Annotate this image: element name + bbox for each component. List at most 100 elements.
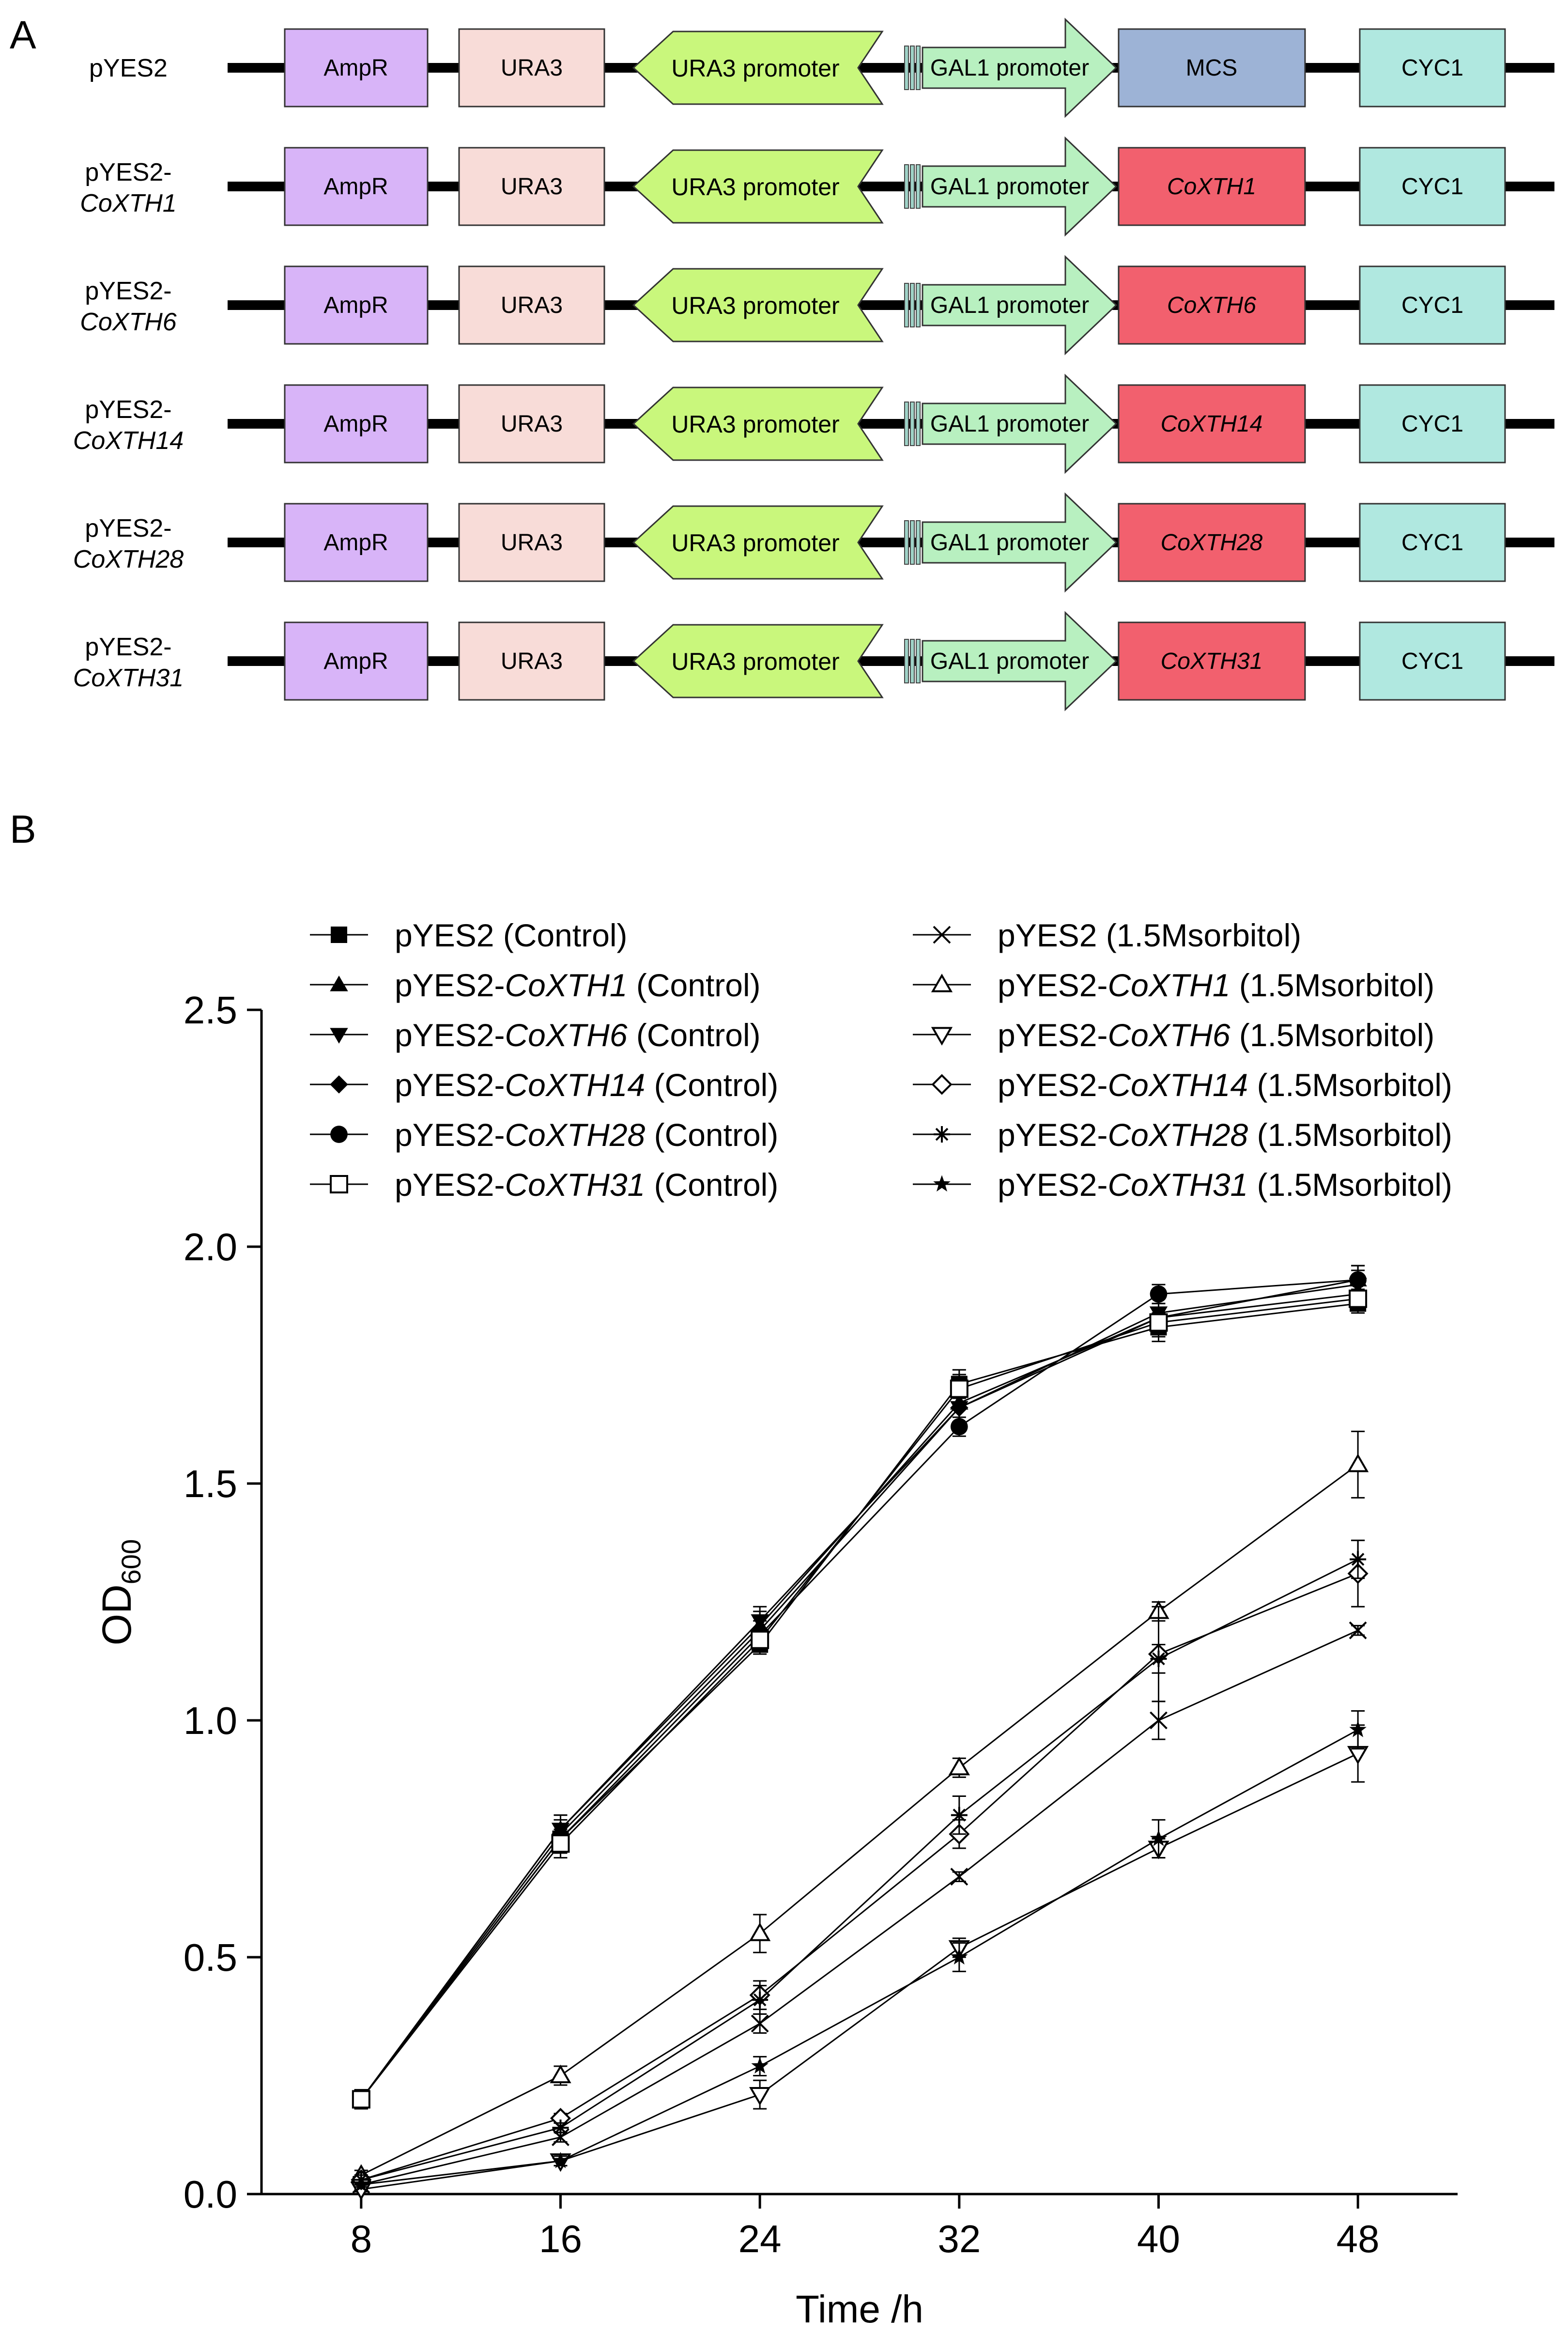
data-point bbox=[934, 1126, 950, 1143]
legend-label: pYES2 (1.5Msorbitol) bbox=[998, 917, 1301, 953]
data-point bbox=[552, 2128, 569, 2147]
terminator-mark bbox=[904, 520, 909, 565]
ampr-box bbox=[284, 28, 429, 108]
data-point bbox=[1349, 1271, 1367, 1289]
ampr-label: AmpR bbox=[323, 649, 388, 674]
ura3-box bbox=[458, 28, 605, 108]
gal1-promoter-arrow bbox=[922, 492, 1118, 593]
ura3-promoter-label: URA3 promoter bbox=[671, 55, 839, 82]
gal1-promoter-label: GAL1 promoter bbox=[930, 55, 1089, 81]
y-tick-label: 1.0 bbox=[184, 1699, 237, 1742]
chart-series bbox=[350, 1265, 1369, 2200]
data-point bbox=[1350, 1551, 1367, 1568]
ampr-label: AmpR bbox=[323, 293, 388, 318]
construct-name: pYES2- bbox=[85, 396, 171, 424]
insert-box bbox=[1118, 621, 1306, 701]
legend-label: pYES2-CoXTH6 (1.5Msorbitol) bbox=[998, 1017, 1434, 1053]
legend-label: pYES2-CoXTH28 (Control) bbox=[395, 1117, 778, 1153]
ura3-box bbox=[458, 147, 605, 226]
gal1-promoter-label: GAL1 promoter bbox=[930, 649, 1089, 674]
terminator-mark bbox=[916, 283, 921, 327]
gal1-promoter-label: GAL1 promoter bbox=[930, 530, 1089, 556]
legend-label: pYES2 (Control) bbox=[395, 917, 628, 953]
data-point bbox=[749, 2087, 771, 2106]
gal1-promoter-arrow bbox=[922, 136, 1118, 237]
gal1-promoter-label: GAL1 promoter bbox=[930, 411, 1089, 437]
insert-box bbox=[1118, 503, 1306, 582]
gal1-promoter-arrow bbox=[922, 255, 1118, 356]
construct-name: pYES2 bbox=[89, 54, 168, 82]
ura3-box bbox=[458, 384, 605, 464]
ampr-box bbox=[284, 147, 429, 226]
terminator-mark bbox=[904, 164, 909, 209]
legend-entry: pYES2-CoXTH1 (Control) bbox=[310, 967, 761, 1003]
series-line bbox=[360, 1293, 1358, 2100]
construct-name-gene: CoXTH14 bbox=[73, 427, 184, 455]
construct-name-gene: CoXTH28 bbox=[73, 545, 184, 573]
cyc1-label: CYC1 bbox=[1401, 55, 1463, 81]
data-point bbox=[352, 2090, 370, 2109]
terminator-mark bbox=[910, 402, 915, 446]
insert-label: CoXTH31 bbox=[1161, 649, 1263, 674]
ura3-promoter-label: URA3 promoter bbox=[671, 292, 839, 319]
ampr-label: AmpR bbox=[323, 530, 388, 556]
ura3-label: URA3 bbox=[501, 55, 563, 81]
data-point bbox=[1349, 1720, 1367, 1737]
data-point bbox=[931, 1027, 953, 1046]
series-group bbox=[352, 1265, 1367, 2110]
data-point bbox=[331, 927, 347, 943]
ampr-box bbox=[284, 265, 429, 345]
series-group bbox=[353, 1539, 1367, 2188]
chart-legend: pYES2 (Control) pYES2-CoXTH1 (Control) pYE… bbox=[310, 917, 1452, 1203]
terminator-mark bbox=[916, 164, 921, 209]
data-point bbox=[1150, 1711, 1168, 1730]
cyc1-box bbox=[1359, 621, 1506, 701]
gal1-promoter-arrow bbox=[922, 373, 1118, 474]
y-tick-label: 0.5 bbox=[184, 1936, 237, 1979]
construct-name: pYES2- bbox=[85, 633, 171, 661]
legend-entry: pYES2-CoXTH1 (1.5Msorbitol) bbox=[913, 967, 1434, 1003]
terminator-mark bbox=[910, 46, 915, 90]
data-point bbox=[1149, 1313, 1168, 1332]
x-tick-label: 32 bbox=[938, 2217, 981, 2260]
data-point bbox=[951, 1948, 968, 1965]
legend-label: pYES2-CoXTH28 (1.5Msorbitol) bbox=[998, 1117, 1452, 1153]
y-tick-label: 0.0 bbox=[184, 2173, 237, 2216]
construct-row: pYES2- CoXTH6 AmpR URA3 URA3 promoter GAL1 pr… bbox=[80, 255, 1554, 356]
ura3-promoter-arrow bbox=[632, 505, 884, 580]
legend-entry: pYES2-CoXTH14 (1.5Msorbitol) bbox=[913, 1067, 1452, 1103]
ura3-label: URA3 bbox=[501, 530, 563, 556]
data-point bbox=[950, 1418, 968, 1436]
legend-label: pYES2-CoXTH31 (Control) bbox=[395, 1167, 778, 1203]
data-point bbox=[1150, 1829, 1168, 1846]
legend-label: pYES2-CoXTH1 (Control) bbox=[395, 967, 761, 1003]
data-point bbox=[948, 1757, 970, 1776]
cyc1-label: CYC1 bbox=[1401, 411, 1463, 437]
terminator-mark bbox=[910, 639, 915, 683]
data-point bbox=[933, 926, 951, 944]
ura3-promoter-arrow bbox=[632, 624, 884, 698]
terminator-mark bbox=[916, 520, 921, 565]
data-point bbox=[950, 1379, 968, 1398]
insert-box bbox=[1118, 28, 1306, 108]
legend-entry: pYES2-CoXTH28 (1.5Msorbitol) bbox=[913, 1117, 1452, 1153]
legend-label: pYES2-CoXTH1 (1.5Msorbitol) bbox=[998, 967, 1434, 1003]
chart-axes: 0.0 0.5 1.0 1.5 2.0 2.5 8 16 24 32 40 48 Time /h OD60… bbox=[94, 989, 1458, 2331]
series-group bbox=[352, 1265, 1367, 2110]
data-point bbox=[330, 1075, 348, 1094]
series-group bbox=[350, 1724, 1369, 2200]
series-group bbox=[351, 1539, 1368, 2191]
data-point bbox=[931, 974, 953, 992]
ura3-promoter-arrow bbox=[632, 387, 884, 461]
construct-name: pYES2- bbox=[85, 277, 171, 305]
ura3-label: URA3 bbox=[501, 174, 563, 200]
x-tick-label: 24 bbox=[738, 2217, 782, 2260]
cyc1-box bbox=[1359, 503, 1506, 582]
series-line bbox=[360, 1298, 1358, 2100]
ura3-promoter-label: URA3 promoter bbox=[671, 173, 839, 201]
construct-row: pYES2 AmpR URA3 URA3 promoter GAL1 promoter M… bbox=[89, 17, 1554, 118]
ampr-box bbox=[284, 503, 429, 582]
legend-label: pYES2-CoXTH14 (1.5Msorbitol) bbox=[998, 1067, 1452, 1103]
insert-label: CoXTH1 bbox=[1167, 174, 1256, 200]
cyc1-label: CYC1 bbox=[1401, 530, 1463, 556]
